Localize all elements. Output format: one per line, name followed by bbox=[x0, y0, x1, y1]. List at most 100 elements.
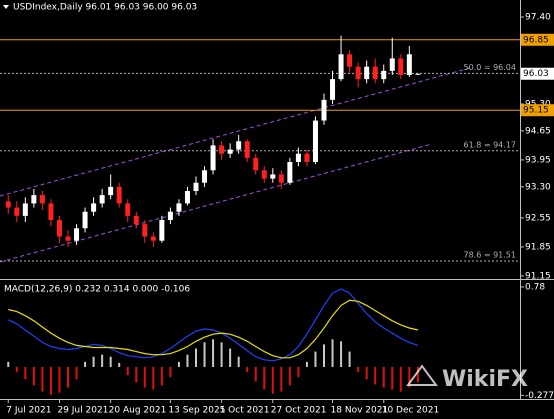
histogram-bar bbox=[229, 348, 232, 367]
histogram-bar bbox=[365, 366, 368, 380]
candle-body bbox=[227, 149, 233, 154]
candle-body bbox=[270, 174, 276, 179]
y-tick-label: 93.95 bbox=[525, 155, 551, 165]
candle-body bbox=[167, 211, 173, 220]
histogram-bar bbox=[348, 351, 351, 367]
histogram-bar bbox=[212, 339, 215, 367]
level-label: 96.85 bbox=[523, 35, 549, 45]
y-tick-label: 91.15 bbox=[525, 271, 551, 281]
histogram-bar bbox=[67, 366, 69, 388]
histogram-bar bbox=[152, 366, 155, 390]
y-tick-label: 92.55 bbox=[525, 213, 551, 223]
candle-body bbox=[65, 236, 71, 241]
fib-label: 61.8 = 94.17 bbox=[463, 140, 516, 149]
histogram-bar bbox=[254, 366, 257, 382]
histogram-bar bbox=[374, 366, 377, 385]
candle-body bbox=[244, 141, 250, 158]
histogram-bar bbox=[118, 362, 121, 367]
histogram-bar bbox=[135, 366, 138, 383]
candle-body bbox=[56, 219, 62, 237]
candle-body bbox=[381, 70, 387, 80]
candle-body bbox=[108, 186, 114, 196]
chart-title: USDIndex,Daily 96.01 96.03 96.00 96.03 bbox=[13, 3, 197, 13]
histogram-bar bbox=[92, 356, 95, 367]
candle-body bbox=[338, 54, 344, 80]
candle-body bbox=[389, 58, 395, 71]
histogram-bar bbox=[84, 361, 87, 367]
candle-body bbox=[176, 203, 182, 212]
candle-body bbox=[253, 157, 259, 171]
histogram-bar bbox=[41, 366, 44, 392]
candle-body bbox=[406, 54, 412, 75]
candle-body bbox=[99, 195, 105, 204]
histogram-bar bbox=[416, 366, 419, 383]
candle-body bbox=[364, 66, 370, 80]
candle-body bbox=[184, 190, 190, 204]
candle-body bbox=[125, 203, 131, 216]
x-tick-label: 10 Dec 2021 bbox=[382, 406, 440, 416]
histogram-bar bbox=[297, 366, 300, 378]
histogram-bar bbox=[323, 344, 325, 367]
candle-body bbox=[39, 195, 45, 204]
x-tick-label: 13 Sep 2021 bbox=[168, 406, 225, 416]
histogram-bar bbox=[246, 366, 249, 373]
candle-body bbox=[278, 174, 284, 183]
histogram-bar bbox=[391, 366, 394, 390]
menu-arrow bbox=[3, 5, 9, 9]
fib-label: 78.6 = 91.51 bbox=[463, 251, 516, 260]
candle-body bbox=[142, 224, 148, 237]
x-tick-label: 5 Oct 2021 bbox=[220, 406, 270, 416]
histogram-bar bbox=[101, 354, 104, 367]
histogram-bar bbox=[75, 366, 78, 380]
histogram-bar bbox=[314, 351, 317, 367]
candle-body bbox=[5, 201, 11, 208]
histogram-bar bbox=[220, 342, 223, 367]
candle-body bbox=[202, 170, 208, 183]
candle-body bbox=[74, 228, 80, 241]
y-tick-label: 94.65 bbox=[525, 126, 551, 136]
x-tick-label: 27 Oct 2021 bbox=[271, 406, 327, 416]
candle-body bbox=[159, 219, 165, 241]
candle-body bbox=[48, 203, 54, 220]
histogram-bar bbox=[24, 366, 27, 380]
watermark: WikiFX bbox=[406, 364, 528, 392]
histogram-bar bbox=[357, 366, 360, 373]
y-tick-label: 97.40 bbox=[525, 12, 551, 22]
level-label: 95.15 bbox=[523, 106, 549, 116]
y-tick-label: -0.277 bbox=[525, 391, 554, 401]
candle-body bbox=[321, 99, 327, 121]
histogram-bar bbox=[237, 356, 240, 367]
fib-label: 50.0 = 96.04 bbox=[463, 63, 516, 72]
candle-body bbox=[304, 153, 310, 162]
candle-body bbox=[355, 66, 361, 80]
histogram-bar bbox=[305, 361, 308, 367]
macd-title: MACD(12,26,9) 0.232 0.314 0.000 -0.106 bbox=[4, 285, 190, 295]
histogram-bar bbox=[280, 366, 283, 392]
candle-body bbox=[287, 161, 293, 183]
candle-body bbox=[193, 182, 199, 191]
histogram-bar bbox=[7, 361, 10, 367]
candle-body bbox=[133, 215, 139, 225]
candle-body bbox=[210, 145, 216, 171]
watermark-logo bbox=[406, 364, 438, 386]
x-tick-label: 20 Aug 2021 bbox=[109, 406, 167, 416]
histogram-bar bbox=[340, 341, 343, 367]
candle-body bbox=[398, 58, 404, 75]
histogram-bar bbox=[169, 366, 172, 378]
histogram-bar bbox=[109, 356, 112, 367]
candle-body bbox=[415, 73, 421, 75]
candle-body bbox=[116, 186, 122, 204]
histogram-bar bbox=[408, 366, 411, 388]
channel-lower bbox=[0, 143, 433, 263]
candle-body bbox=[347, 54, 353, 67]
histogram-bar bbox=[160, 366, 163, 386]
histogram-bar bbox=[58, 366, 61, 393]
candle-body bbox=[31, 195, 37, 204]
histogram-bar bbox=[177, 361, 180, 367]
candle-body bbox=[261, 170, 267, 179]
candle-body bbox=[22, 203, 28, 216]
candle-body bbox=[295, 153, 301, 162]
candle-body bbox=[372, 66, 378, 80]
